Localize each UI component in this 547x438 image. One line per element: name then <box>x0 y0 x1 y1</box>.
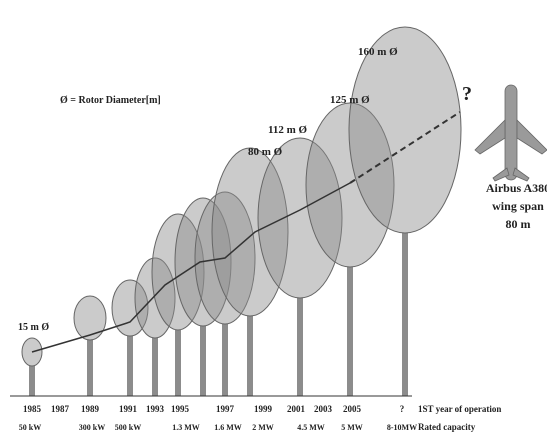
year-label: 2001 <box>287 404 306 414</box>
capacity-label: 5 MW <box>341 423 363 432</box>
tower <box>87 340 93 396</box>
year-label: ? <box>400 404 405 414</box>
year-label: 2005 <box>343 404 362 414</box>
year-label: 1995 <box>171 404 190 414</box>
capacity-label: 300 kW <box>79 423 105 432</box>
year-label: 1999 <box>254 404 273 414</box>
tower <box>152 338 158 396</box>
capacity-label: 500 kW <box>115 423 141 432</box>
tower <box>29 366 35 396</box>
capacity-label: 50 kW <box>19 423 41 432</box>
year-label: 1985 <box>23 404 42 414</box>
airplane <box>475 85 547 181</box>
rotor-label: 80 m Ø <box>248 146 283 158</box>
rotors <box>22 27 461 396</box>
tower <box>297 298 303 396</box>
tower <box>222 324 228 396</box>
tower <box>347 267 353 396</box>
capacity-label: 8-10MW <box>387 423 417 432</box>
tower <box>247 316 253 396</box>
year-label: 2003 <box>314 404 333 414</box>
tower <box>175 330 181 396</box>
rotor-label: 15 m Ø <box>18 322 49 333</box>
rotor-label: 125 m Ø <box>330 94 370 106</box>
capacity-label: 4.5 MW <box>297 423 325 432</box>
year-label: 1993 <box>146 404 165 414</box>
capacity-label: 2 MW <box>252 423 274 432</box>
tower <box>200 326 206 396</box>
tower <box>402 233 408 396</box>
rotor-label: 160 m Ø <box>358 46 398 58</box>
legend: Ø = Rotor Diameter[m] <box>60 95 161 106</box>
year-label: 1989 <box>81 404 100 414</box>
years-caption: 1ST year of operation <box>418 404 501 414</box>
airbus-label: Airbus A380 <box>486 181 547 195</box>
airbus-label: 80 m <box>506 217 531 231</box>
capacity-label: 1.3 MW <box>172 423 200 432</box>
rotor-label: ? <box>462 83 472 105</box>
year-label: 1997 <box>216 404 235 414</box>
year-label: 1991 <box>119 404 138 414</box>
tower <box>127 336 133 396</box>
capacity-label: 1.6 MW <box>214 423 242 432</box>
airbus-label: wing span <box>492 199 544 213</box>
year-label: 1987 <box>51 404 70 414</box>
rotor-label: 112 m Ø <box>268 124 308 136</box>
diagram: Ø = Rotor Diameter[m] Airbus A380 wing s… <box>0 0 547 438</box>
capacities-caption: Rated capacity <box>418 422 476 432</box>
rotor <box>74 296 106 340</box>
